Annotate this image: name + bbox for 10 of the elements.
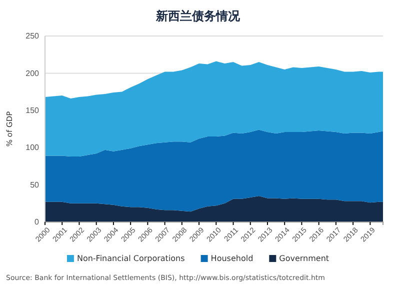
chart-title: 新西兰债务情况 xyxy=(155,9,241,23)
y-tick-label: 150 xyxy=(26,106,40,115)
y-tick-label: 0 xyxy=(34,218,40,227)
legend-label: Household xyxy=(210,254,254,263)
legend-label: Government xyxy=(279,254,330,263)
y-tick-label: 50 xyxy=(30,180,40,190)
legend-label: Non-Financial Corporations xyxy=(76,254,185,263)
y-tick-label: 250 xyxy=(26,32,40,41)
y-tick-label: 200 xyxy=(26,68,40,78)
y-tick-label: 100 xyxy=(26,143,40,152)
